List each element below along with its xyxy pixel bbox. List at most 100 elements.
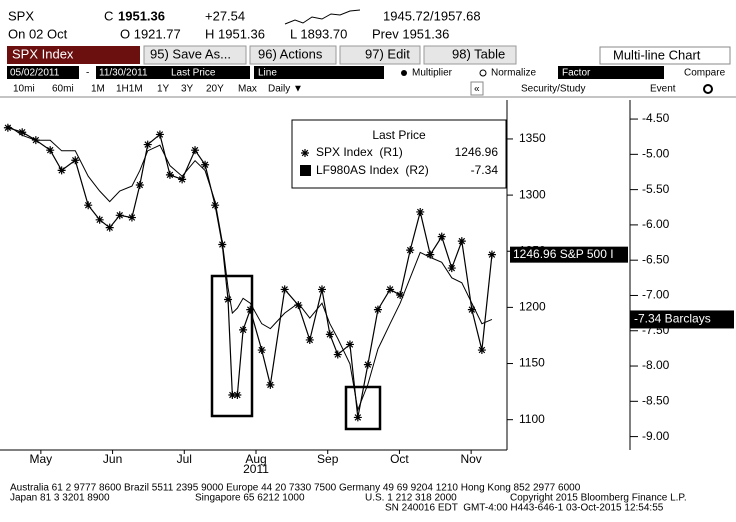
radio-on[interactable] <box>401 70 407 76</box>
footer: Copyright 2015 Bloomberg Finance L.P. <box>510 493 687 504</box>
star-marker <box>373 305 382 314</box>
x-tick-label: May <box>30 452 53 466</box>
period[interactable]: 20Y <box>206 84 224 95</box>
series-line <box>7 124 493 412</box>
period[interactable]: 1M <box>91 84 105 95</box>
prev: Prev 1951.36 <box>372 26 449 41</box>
x-tick-label: Jun <box>103 452 122 466</box>
star-marker <box>127 213 136 222</box>
period[interactable]: 3Y <box>181 84 194 95</box>
y2-tick-label: -9.00 <box>642 429 670 443</box>
gear-icon[interactable] <box>703 84 713 94</box>
chart-type-box[interactable] <box>599 46 731 65</box>
period[interactable]: Daily ▼ <box>268 84 303 95</box>
period[interactable]: Max <box>238 84 257 95</box>
star-marker <box>416 207 425 216</box>
day-range: 1945.72/1957.68 <box>383 8 481 23</box>
star-marker <box>165 170 174 179</box>
period[interactable]: 1Y <box>157 84 170 95</box>
star-marker <box>396 291 405 300</box>
close-label: C <box>104 8 113 23</box>
button[interactable] <box>143 45 247 65</box>
field[interactable]: Last Price <box>171 68 216 79</box>
chart-type[interactable]: Multi-line Chart <box>613 47 701 62</box>
star-marker <box>406 246 415 255</box>
y2-tick-label: -7.00 <box>642 288 670 302</box>
star-marker <box>317 285 326 294</box>
star-marker <box>257 346 266 355</box>
compare[interactable]: Compare <box>684 68 726 79</box>
nav[interactable]: « <box>474 84 480 95</box>
legend-box <box>291 119 507 189</box>
legend-value: 1246.96 <box>455 145 499 159</box>
button-label[interactable]: 96) Actions <box>258 46 323 61</box>
y2-tick-label: -4.50 <box>642 111 670 125</box>
star-marker <box>294 301 303 310</box>
period[interactable]: 60mi <box>52 84 74 95</box>
y2-tick-label: -6.00 <box>642 217 670 231</box>
star-marker <box>135 180 144 189</box>
star-marker <box>18 128 27 137</box>
star-marker <box>437 232 446 241</box>
star-marker <box>363 360 372 369</box>
button[interactable] <box>423 45 517 65</box>
star-marker <box>426 250 435 259</box>
open: O 1921.77 <box>120 26 181 41</box>
star-marker <box>95 215 104 224</box>
legend-swatch <box>300 165 311 176</box>
y-tick-label: 1350 <box>519 131 546 145</box>
style-box[interactable] <box>254 66 384 79</box>
date-field[interactable] <box>7 66 79 79</box>
x-tick-label: Aug <box>245 452 266 466</box>
star-marker <box>280 285 289 294</box>
star-marker <box>105 223 114 232</box>
star-marker <box>115 211 124 220</box>
y-tick-label: 1100 <box>519 412 545 426</box>
button-label[interactable]: 97) Edit <box>365 46 410 61</box>
star-marker <box>178 175 187 184</box>
nav[interactable]: Security/Study <box>521 84 585 95</box>
field-box[interactable] <box>168 66 250 79</box>
button[interactable] <box>339 45 421 65</box>
value-tag-label: -7.34 Barclays <box>634 312 711 326</box>
star-marker <box>345 340 354 349</box>
option[interactable]: Normalize <box>491 68 536 79</box>
option[interactable]: Multiplier <box>412 68 453 79</box>
star-marker <box>487 250 496 259</box>
legend-star <box>301 149 309 157</box>
factor-box[interactable] <box>558 66 664 79</box>
star-marker <box>228 390 237 399</box>
y2-tick-label: -6.50 <box>642 252 670 266</box>
star-marker <box>57 166 66 175</box>
footer: U.S. 1 212 318 2000 <box>365 493 457 504</box>
nav[interactable]: Event <box>650 84 676 95</box>
quote-date: On 02 Oct <box>8 26 68 41</box>
high: H 1951.36 <box>205 26 265 41</box>
button[interactable] <box>249 45 337 65</box>
highlight-box <box>344 385 382 431</box>
low: L 1893.70 <box>290 26 347 41</box>
period[interactable]: 10mi <box>13 84 35 95</box>
y-tick-label: 1300 <box>519 187 546 201</box>
date-field[interactable] <box>96 66 168 79</box>
value-tag <box>630 310 734 329</box>
period[interactable]: 1H1M <box>116 84 143 95</box>
star-marker <box>447 264 456 273</box>
radio-off[interactable] <box>479 69 487 77</box>
security[interactable]: SPX Index <box>12 46 74 61</box>
star-marker <box>239 325 248 334</box>
security-field[interactable] <box>7 46 140 64</box>
end-date[interactable]: 11/30/2011 <box>99 68 148 79</box>
star-marker <box>155 130 164 139</box>
factor[interactable]: Factor <box>562 68 591 79</box>
star-marker <box>333 350 342 359</box>
nav-button[interactable] <box>470 81 484 96</box>
footer: Australia 61 2 9777 8600 Brazil 5511 239… <box>10 483 581 494</box>
sparkline <box>284 9 361 25</box>
star-marker <box>457 237 466 246</box>
start-date[interactable]: 05/02/2011 <box>10 68 60 79</box>
y2-tick-label: -5.50 <box>642 182 670 196</box>
button-label[interactable]: 98) Table <box>452 46 505 61</box>
button-label[interactable]: 95) Save As... <box>150 46 231 61</box>
style[interactable]: Line <box>258 68 277 79</box>
